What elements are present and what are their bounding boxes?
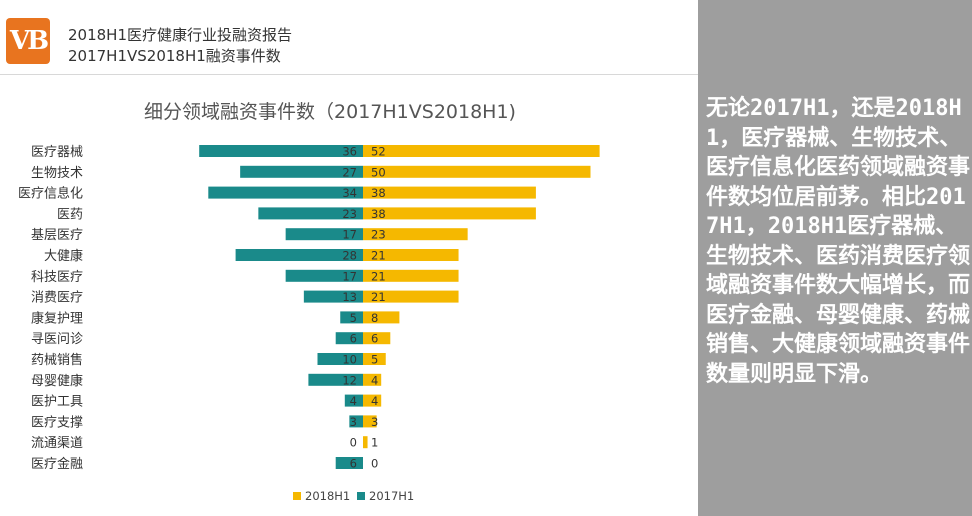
bar-2018H1 [363,207,536,220]
data-label-2017H1: 4 [350,394,357,408]
data-label-2018H1: 52 [371,145,386,159]
category-label: 康复护理 [31,310,83,326]
data-label-2018H1: 38 [371,186,386,200]
bar-2018H1 [363,394,382,407]
company-logo: VB [6,18,50,64]
data-label-2018H1: 38 [371,207,386,221]
category-label: 大健康 [44,248,83,264]
data-label-2017H1: 23 [342,207,357,221]
data-label-2017H1: 5 [350,311,357,325]
bar-2017H1 [199,145,363,157]
header-divider [0,74,698,75]
bar-2017H1 [317,353,363,365]
category-label: 医疗金融 [31,456,83,472]
category-label: 母婴健康 [31,373,83,389]
data-label-2018H1: 21 [371,249,386,263]
data-label-2018H1: 5 [371,353,378,367]
category-label: 科技医疗 [31,270,83,285]
category-label: 基层医疗 [31,228,83,243]
category-label: 寻医问诊 [31,332,83,347]
data-label-2017H1: 28 [342,249,357,263]
data-label-2017H1: 27 [342,165,357,179]
category-label: 生物技术 [31,166,83,181]
data-label-2017H1: 17 [342,228,357,242]
data-label-2017H1: 6 [350,332,357,346]
data-label-2017H1: 12 [342,373,357,387]
data-label-2017H1: 10 [342,353,357,367]
data-label-2018H1: 21 [371,269,386,283]
legend-swatch-2018H1 [293,492,301,500]
data-label-2017H1: 17 [342,269,357,283]
category-label: 医护工具 [31,395,83,410]
data-label-2017H1: 0 [350,436,357,450]
bar-2017H1 [258,207,363,220]
chart-title: 细分领域融资事件数（2017H1VS2018H1) [144,101,516,123]
data-label-2017H1: 13 [342,290,357,304]
bar-2018H1 [363,186,536,199]
data-label-2018H1: 8 [371,311,378,325]
bar-2017H1 [285,269,363,282]
data-label-2018H1: 3 [371,415,378,429]
bar-2018H1 [363,436,368,449]
data-label-2017H1: 6 [350,457,357,471]
data-label-2018H1: 4 [371,373,378,387]
bar-2018H1 [363,311,400,324]
bar-2017H1 [285,228,363,241]
bar-2017H1 [335,457,363,469]
bar-2018H1 [363,290,459,303]
data-label-2017H1: 3 [350,415,357,429]
bar-2017H1 [308,373,363,386]
bar-2018H1 [363,228,468,241]
data-label-2018H1: 4 [371,394,378,408]
chart-area: 细分领域融资事件数（2017H1VS2018H1) 医疗器械 36 52 生物技术 27 5… [0,76,698,516]
bar-2018H1 [363,353,386,365]
report-title: 2018H1医疗健康行业投融资报告 [68,26,292,44]
bar-2017H1 [303,290,363,303]
legend-swatch-2017H1 [357,492,365,500]
category-label: 医疗支撑 [31,415,83,430]
bar-2017H1 [344,394,363,407]
category-label: 流通渠道 [31,436,83,451]
category-label: 药械销售 [31,352,83,368]
bar-2017H1 [208,186,363,199]
data-label-2018H1: 1 [371,436,378,450]
bar-2018H1 [363,249,459,261]
category-label: 医疗信息化 [18,186,83,202]
report-subtitle: 2017H1VS2018H1融资事件数 [68,47,281,65]
data-label-2018H1: 21 [371,290,386,304]
bar-2017H1 [240,165,363,178]
data-label-2017H1: 34 [342,186,357,200]
bar-2018H1 [363,373,382,386]
bar-2018H1 [363,332,391,345]
legend-label-2017H1: 2017H1 [369,489,414,503]
bar-2017H1 [340,311,363,324]
data-label-2018H1: 0 [371,457,378,471]
legend-label-2018H1: 2018H1 [305,489,350,503]
bar-2018H1 [363,165,591,178]
data-label-2018H1: 23 [371,228,386,242]
bar-2017H1 [235,249,363,261]
category-label: 消费医疗 [31,291,83,306]
category-label: 医疗器械 [31,145,83,160]
bar-2018H1 [363,269,459,282]
data-label-2017H1: 36 [342,145,357,159]
bar-2017H1 [335,332,363,345]
bar-2017H1 [349,415,363,428]
commentary-panel: 无论2017H1，还是2018H1，医疗器械、生物技术、医疗信息化医药领域融资事… [698,0,972,516]
data-label-2018H1: 50 [371,165,386,179]
category-label: 医药 [57,207,83,222]
bar-2018H1 [363,145,600,157]
bar-2018H1 [363,415,377,428]
data-label-2018H1: 6 [371,332,378,346]
commentary-text: 无论2017H1，还是2018H1，医疗器械、生物技术、医疗信息化医药领域融资事… [706,96,971,387]
